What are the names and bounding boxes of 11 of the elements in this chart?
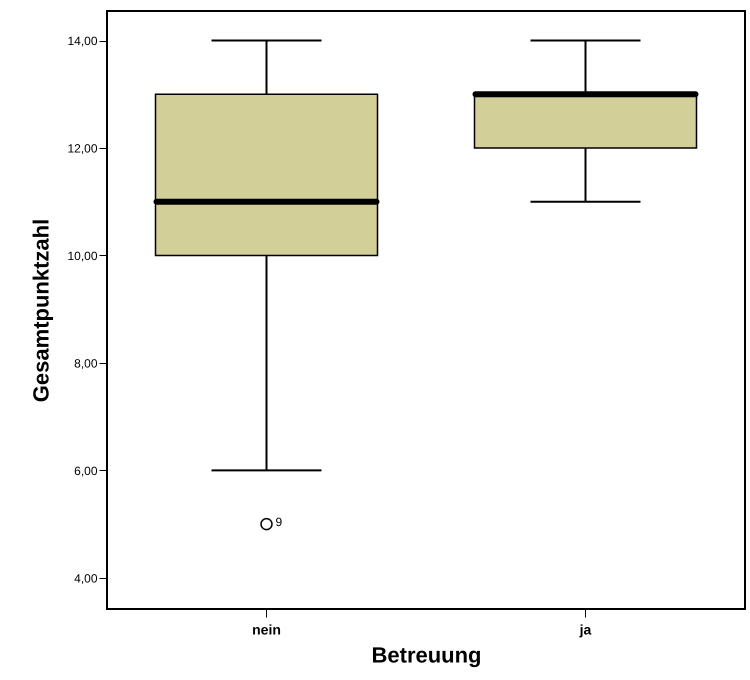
x-tick-label: nein (252, 622, 281, 638)
y-tick-label: 10,00 (67, 248, 98, 263)
y-tick-label: 4,00 (74, 571, 98, 586)
annotation: 9 (276, 515, 282, 530)
y-tick-label: 14,00 (67, 34, 98, 48)
x-axis-title: Betreuung (372, 642, 482, 668)
x-tick-label: ja (578, 622, 592, 638)
y-tick-label: 6,00 (74, 464, 98, 478)
y-tick-label: 8,00 (74, 356, 98, 370)
y-tick-label: 12,00 (67, 142, 98, 156)
y-axis-title: Gesamtpunktzahl (28, 218, 54, 402)
